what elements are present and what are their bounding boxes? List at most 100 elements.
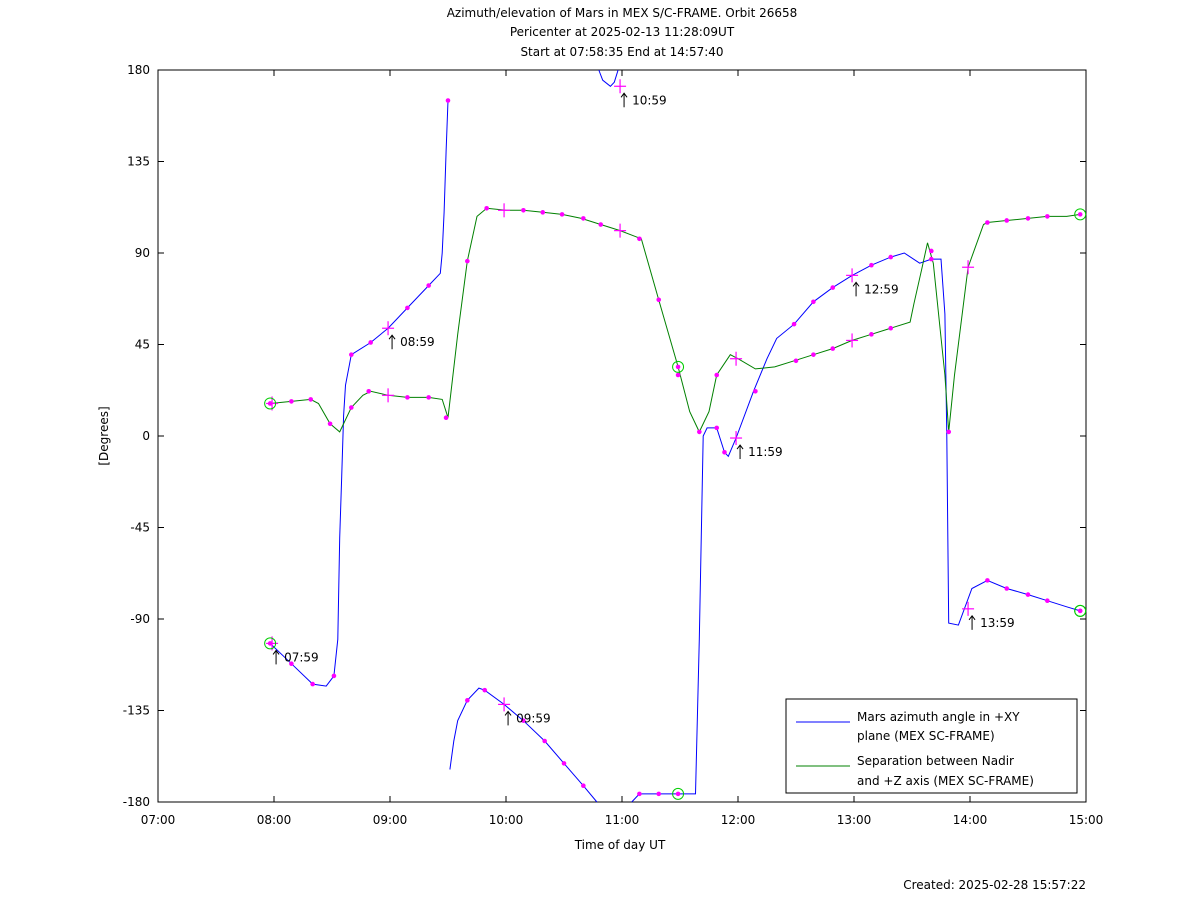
time-mark-arrowhead xyxy=(620,92,628,98)
data-point-marker xyxy=(542,738,547,744)
data-point-marker xyxy=(946,429,952,435)
data-point-marker xyxy=(561,761,567,766)
data-point-marker xyxy=(929,248,934,254)
created-timestamp: Created: 2025-02-28 15:57:22 xyxy=(903,878,1086,892)
data-point-marker xyxy=(830,346,836,351)
endpoint-dot xyxy=(267,401,273,406)
x-tick-label: 15:00 xyxy=(1069,813,1104,827)
data-point-marker xyxy=(289,399,294,404)
data-point-marker xyxy=(811,299,816,305)
y-tick-label: 0 xyxy=(142,429,150,443)
series-lines xyxy=(269,69,1081,803)
y-tick-label: 135 xyxy=(127,155,150,169)
data-point-marker xyxy=(308,397,314,402)
time-mark-label: 12:59 xyxy=(864,282,899,296)
endpoint-circle xyxy=(672,360,685,373)
x-tick-label: 12:00 xyxy=(721,813,756,827)
y-axis-ticks: 180 135 90 45 0 -45 -90 -135 -180 xyxy=(123,63,1086,809)
legend-label-separation-2: and +Z axis (MEX SC-FRAME) xyxy=(857,774,1034,788)
data-point-marker xyxy=(1045,214,1050,219)
x-tick-label: 13:00 xyxy=(837,813,872,827)
endpoint-circle xyxy=(672,787,685,800)
azimuth-line xyxy=(598,69,619,87)
time-mark-label: 07:59 xyxy=(284,650,319,664)
x-tick-label: 14:00 xyxy=(953,813,988,827)
endpoint-dot xyxy=(1077,212,1083,217)
data-point-marker xyxy=(869,262,874,268)
time-mark-arrowhead xyxy=(388,334,396,340)
y-axis-label: [Degrees] xyxy=(97,406,111,465)
endpoint-circle xyxy=(264,637,277,650)
time-mark-arrowhead xyxy=(272,649,280,655)
legend-label-azimuth-1: Mars azimuth angle in +XY xyxy=(857,710,1020,724)
time-marks: 07:59 08:59 09:59 10:59 11:59 12:59 13:59 xyxy=(266,79,1015,726)
y-tick-label: 45 xyxy=(135,338,150,352)
data-point-marker xyxy=(349,352,354,357)
legend: Mars azimuth angle in +XY plane (MEX SC-… xyxy=(785,698,1078,794)
y-tick-label: 180 xyxy=(127,63,150,77)
time-mark-arrowhead xyxy=(852,281,860,287)
data-point-marker xyxy=(888,325,894,331)
data-point-marker xyxy=(830,285,836,290)
x-tick-label: 08:00 xyxy=(257,813,292,827)
x-axis-ticks: 07:00 08:00 09:00 10:00 11:00 12:00 13:00 14:00… xyxy=(141,70,1104,827)
endpoint-dot xyxy=(675,791,681,797)
data-point-marker xyxy=(637,236,642,242)
data-point-marker xyxy=(985,578,990,583)
data-point-marker xyxy=(581,216,586,221)
x-tick-label: 11:00 xyxy=(605,813,640,827)
data-point-marker xyxy=(1004,586,1010,591)
azimuth-line xyxy=(269,100,449,687)
data-point-marker xyxy=(1045,598,1050,603)
data-point-marker xyxy=(368,340,373,345)
time-mark-label: 09:59 xyxy=(516,711,551,725)
endpoint-dot xyxy=(267,641,273,646)
legend-label-separation-1: Separation between Nadir xyxy=(857,754,1014,768)
data-point-marker xyxy=(598,222,604,227)
y-tick-label: -90 xyxy=(130,612,150,626)
endpoint-circle xyxy=(264,397,277,410)
data-point-marker xyxy=(405,395,410,400)
data-point-marker xyxy=(426,283,431,288)
chart-title: Azimuth/elevation of Mars in MEX S/C-FRA… xyxy=(447,6,798,59)
legend-box xyxy=(785,698,1078,794)
data-point-marker xyxy=(445,98,451,103)
time-mark-arrowhead xyxy=(504,710,512,716)
data-point-marker xyxy=(327,421,333,427)
data-point-marker xyxy=(793,358,799,364)
data-point-marker xyxy=(465,258,470,264)
series-markers xyxy=(289,98,1050,797)
time-mark-label: 08:59 xyxy=(400,335,435,349)
data-point-marker xyxy=(869,332,874,337)
y-tick-label: -180 xyxy=(123,795,150,809)
data-point-marker xyxy=(540,210,546,215)
data-point-marker xyxy=(310,681,315,687)
y-tick-label: 90 xyxy=(135,246,150,260)
time-mark-arrowhead xyxy=(968,614,976,621)
data-point-marker xyxy=(722,449,727,455)
data-point-marker xyxy=(443,415,449,421)
x-tick-label: 09:00 xyxy=(373,813,408,827)
legend-label-azimuth-2: plane (MEX SC-FRAME) xyxy=(857,729,995,743)
data-point-marker xyxy=(482,687,488,693)
data-point-marker xyxy=(637,791,642,797)
x-axis-label: Time of day UT xyxy=(574,838,666,852)
data-point-marker xyxy=(888,254,894,260)
endpoint-circles xyxy=(264,208,1087,800)
data-point-marker xyxy=(675,372,681,378)
endpoint-dot xyxy=(1077,608,1083,614)
y-tick-label: -135 xyxy=(123,704,150,718)
data-point-marker xyxy=(366,388,372,394)
data-point-marker xyxy=(1004,218,1010,223)
y-tick-label: -45 xyxy=(130,521,150,535)
title-line-1: Azimuth/elevation of Mars in MEX S/C-FRA… xyxy=(447,6,798,20)
x-tick-label: 07:00 xyxy=(141,813,176,827)
data-point-marker xyxy=(714,425,720,431)
data-point-marker xyxy=(581,783,586,789)
endpoint-circle xyxy=(1074,208,1087,221)
time-mark-label: 11:59 xyxy=(748,445,783,459)
data-point-marker xyxy=(656,791,662,797)
time-mark-label: 13:59 xyxy=(980,616,1015,630)
time-mark-label: 10:59 xyxy=(632,93,667,107)
